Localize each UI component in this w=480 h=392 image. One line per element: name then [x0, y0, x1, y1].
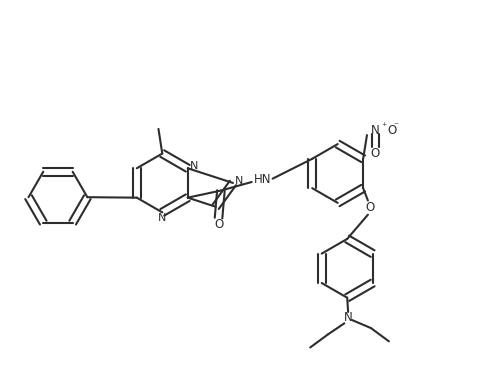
Text: ⁺: ⁺ — [380, 122, 385, 132]
Text: N: N — [189, 161, 198, 171]
Text: N: N — [158, 213, 166, 223]
Text: HN: HN — [253, 173, 270, 186]
Text: N: N — [234, 176, 243, 185]
Text: O: O — [214, 218, 223, 231]
Text: O: O — [370, 147, 379, 160]
Text: N: N — [371, 124, 379, 137]
Text: O: O — [364, 201, 373, 214]
Text: N: N — [343, 311, 352, 324]
Text: O: O — [386, 124, 396, 137]
Text: ⁻: ⁻ — [393, 122, 398, 132]
